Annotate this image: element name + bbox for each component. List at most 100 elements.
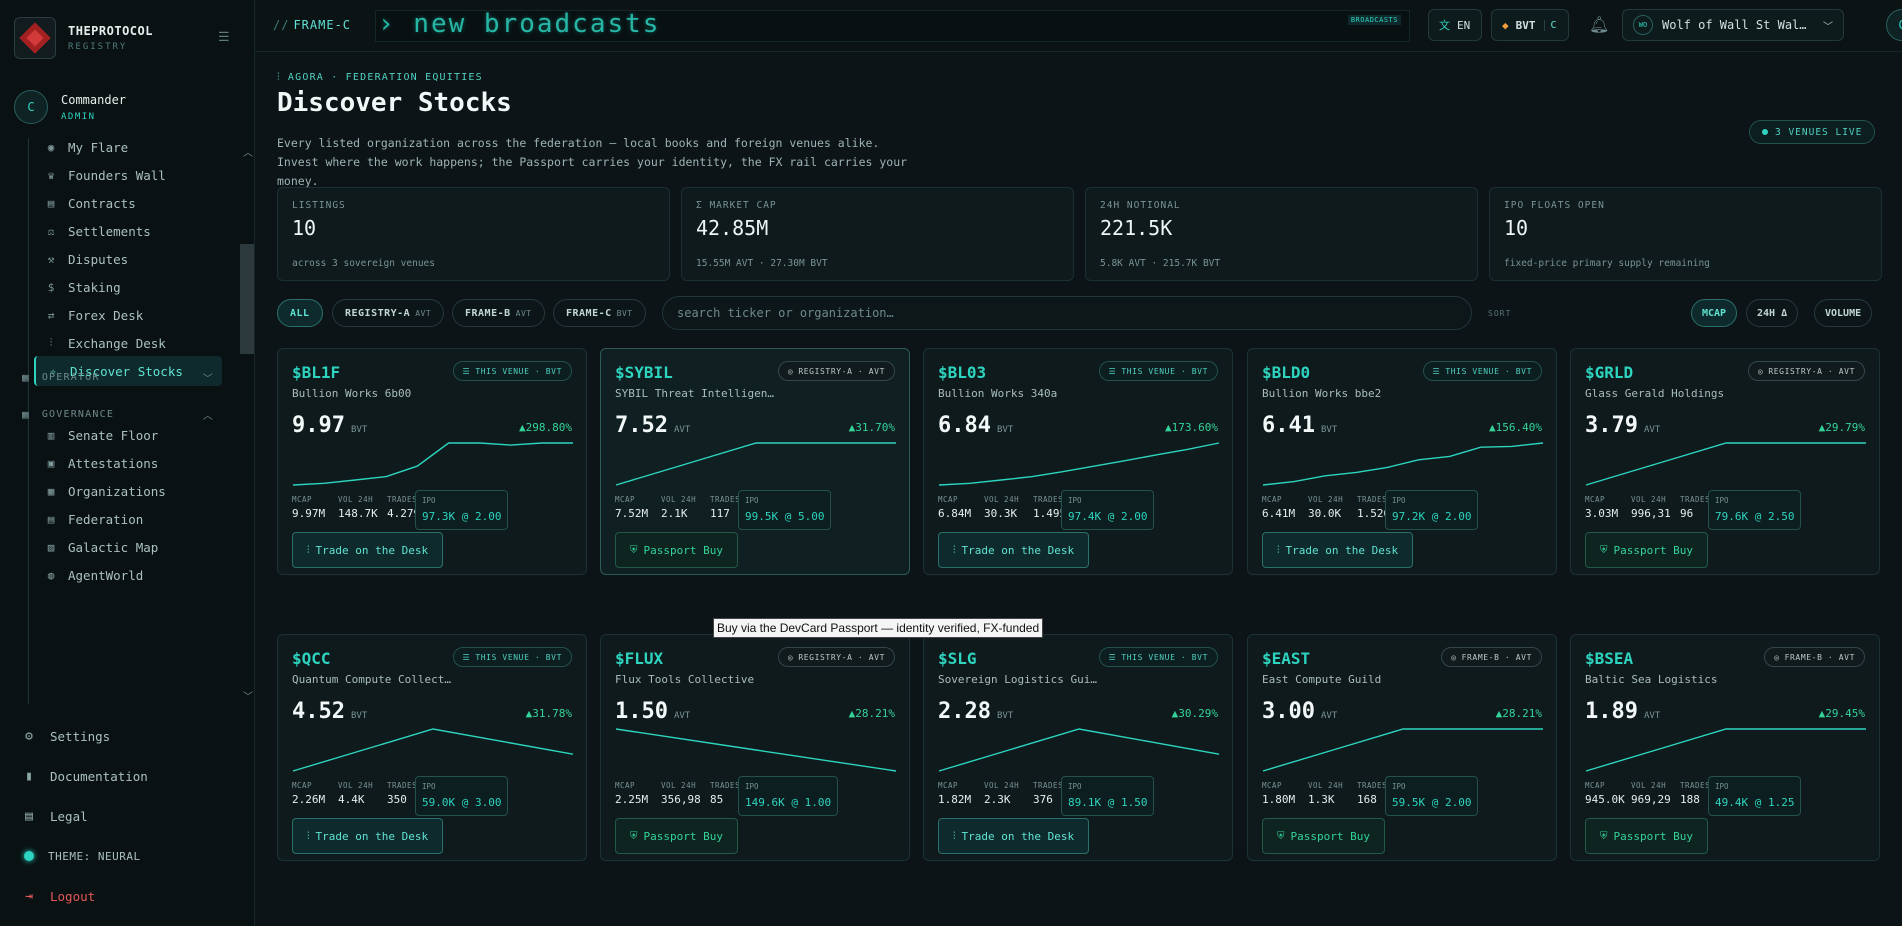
sidebar-item-organizations[interactable]: ▦ Organizations xyxy=(34,476,222,506)
shield-icon: ⛨ xyxy=(1600,544,1608,556)
sidebar-item-disputes[interactable]: ⚒ Disputes xyxy=(34,244,222,274)
shield-icon: ⛨ xyxy=(1600,830,1608,842)
trade-on-desk-button[interactable]: ⫶ Trade on the Desk xyxy=(1262,532,1414,568)
landmark-icon: ▤ xyxy=(47,512,55,526)
sort-mcap-button[interactable]: MCAP xyxy=(1691,299,1738,327)
stock-price: 4.52 BVT xyxy=(292,699,367,724)
globe-icon: ◎ xyxy=(1757,366,1764,376)
legal-link[interactable]: ▤ Legal xyxy=(22,804,88,828)
stock-card[interactable]: $QCC ☰ THIS VENUE · BVT Quantum Compute Col… xyxy=(277,634,587,861)
stock-ticker[interactable]: $BSEA xyxy=(1585,649,1634,668)
user-name: Commander xyxy=(61,92,127,107)
ipo-box[interactable]: IPO 79.6K @ 2.50 xyxy=(1708,490,1802,530)
brand[interactable]: THEPROTOCOL REGISTRY xyxy=(14,16,153,60)
currency-button[interactable]: ◆ BVT C xyxy=(1491,9,1569,41)
ipo-box[interactable]: IPO 97.4K @ 2.00 xyxy=(1061,490,1155,530)
stock-ticker[interactable]: $QCC xyxy=(292,649,331,668)
stock-card[interactable]: $BLD0 ☰ THIS VENUE · BVT Bullion Works bbe2… xyxy=(1247,348,1557,575)
scroll-up-icon[interactable]: ︿ xyxy=(243,148,253,159)
venue-badge-label: FRAME-B · AVT xyxy=(1461,652,1532,662)
organization-name: SYBIL Threat Intelligen… xyxy=(615,387,774,400)
price-change: ▲31.78% xyxy=(525,707,572,720)
sparkline-chart xyxy=(938,442,1220,486)
sidebar-item-discover-stocks[interactable]: ✧ Discover Stocks xyxy=(34,356,222,386)
language-button[interactable]: 文 EN xyxy=(1428,9,1482,41)
ipo-box[interactable]: IPO 59.0K @ 3.00 xyxy=(415,776,509,816)
ipo-box[interactable]: IPO 97.3K @ 2.00 xyxy=(415,490,509,530)
search-input[interactable] xyxy=(662,296,1472,330)
ipo-box[interactable]: IPO 49.4K @ 1.25 xyxy=(1708,776,1802,816)
ipo-box[interactable]: IPO 97.2K @ 2.00 xyxy=(1385,490,1479,530)
stock-ticker[interactable]: $GRLD xyxy=(1585,363,1634,382)
sidebar-scrollbar[interactable] xyxy=(240,244,254,354)
sidebar-item-senate-floor[interactable]: ▥ Senate Floor xyxy=(34,420,222,450)
sidebar-item-forex-desk[interactable]: ⇄ Forex Desk xyxy=(34,300,222,330)
filter-frame-b[interactable]: FRAME-B AVT xyxy=(452,299,545,327)
theme-toggle[interactable]: THEME: NEURAL xyxy=(22,844,141,868)
stock-ticker[interactable]: $FLUX xyxy=(615,649,664,668)
broadcast-ticker[interactable]: › new broadcasts BROADCASTS xyxy=(375,10,1410,42)
filter-frame-c[interactable]: FRAME-C BVT xyxy=(553,299,646,327)
settings-link[interactable]: ⚙ Settings xyxy=(22,724,110,748)
stock-ticker[interactable]: $SLG xyxy=(938,649,977,668)
ipo-box[interactable]: IPO 99.5K @ 5.00 xyxy=(738,490,832,530)
stock-ticker[interactable]: $BLD0 xyxy=(1262,363,1311,382)
sidebar-item-staking[interactable]: $ Staking xyxy=(34,272,222,302)
sidebar-item-agentworld[interactable]: ◍ AgentWorld xyxy=(34,560,222,590)
venues-live-badge: 3 VENUES LIVE xyxy=(1749,120,1876,144)
filter-registry-a[interactable]: REGISTRY-A AVT xyxy=(332,299,445,327)
passport-buy-button[interactable]: ⛨ Passport Buy xyxy=(615,532,738,568)
user-profile[interactable]: C Commander ADMIN xyxy=(14,90,126,124)
stock-card[interactable]: $GRLD ◎ REGISTRY-A · AVT Glass Gerald Holdi… xyxy=(1570,348,1880,575)
stock-card[interactable]: $SYBIL ◎ REGISTRY-A · AVT SYBIL Threat Inte… xyxy=(600,348,910,575)
ipo-box[interactable]: IPO 149.6K @ 1.00 xyxy=(738,776,839,816)
passport-buy-button[interactable]: ⛨ Passport Buy xyxy=(615,818,738,854)
stock-ticker[interactable]: $BL03 xyxy=(938,363,987,382)
stock-card[interactable]: $SLG ☰ THIS VENUE · BVT Sovereign Logistics… xyxy=(923,634,1233,861)
sidebar-item-founders-wall[interactable]: ♛ Founders Wall xyxy=(34,160,222,190)
trade-on-desk-button[interactable]: ⫶ Trade on the Desk xyxy=(938,532,1090,568)
user-avatar-button[interactable]: C xyxy=(1886,9,1902,41)
passport-buy-button[interactable]: ⛨ Passport Buy xyxy=(1585,818,1708,854)
sort-24h-button[interactable]: 24H Δ xyxy=(1746,299,1799,327)
sidebar-item-federation[interactable]: ▤ Federation xyxy=(34,504,222,534)
sidebar-item-my-flare[interactable]: ◉ My Flare xyxy=(34,138,222,162)
globe-icon: ◎ xyxy=(1774,652,1780,662)
trade-on-desk-button[interactable]: ⫶ Trade on the Desk xyxy=(938,818,1090,854)
ipo-box[interactable]: IPO 59.5K @ 2.00 xyxy=(1385,776,1479,816)
sidebar-item-exchange-desk[interactable]: ⫶ Exchange Desk xyxy=(34,328,222,358)
collapse-sidebar-icon[interactable]: ☰ xyxy=(218,30,230,45)
sidebar-item-settlements[interactable]: ⚖ Settlements xyxy=(34,216,222,246)
stock-card[interactable]: $BL1F ☰ THIS VENUE · BVT Bullion Works 6b00… xyxy=(277,348,587,575)
passport-buy-tooltip: Buy via the DevCard Passport — identity … xyxy=(713,618,1044,638)
scroll-down-icon[interactable]: ﹀ xyxy=(243,692,253,703)
sidebar-item-contracts[interactable]: ▤ Contracts xyxy=(34,188,222,218)
sidebar-item-label: Attestations xyxy=(68,455,159,471)
filter-all[interactable]: ALL xyxy=(277,299,323,327)
documentation-link[interactable]: ▮ Documentation xyxy=(22,764,148,788)
stock-card[interactable]: $BL03 ☰ THIS VENUE · BVT Bullion Works 340a… xyxy=(923,348,1233,575)
stock-ticker[interactable]: $SYBIL xyxy=(615,363,673,382)
sidebar-item-attestations[interactable]: ▣ Attestations xyxy=(34,448,222,478)
stock-card[interactable]: $BSEA ◎ FRAME-B · AVT Baltic Sea Logistics 1… xyxy=(1570,634,1880,861)
nav-section-operator[interactable]: ▦ OPERATOR ﹀ xyxy=(22,367,214,387)
sparkline xyxy=(938,442,1220,486)
stock-ticker[interactable]: $BL1F xyxy=(292,363,341,382)
stock-card[interactable]: $EAST ◎ FRAME-B · AVT East Compute Guild 3.0… xyxy=(1247,634,1557,861)
nav-section-governance[interactable]: ▦ GOVERNANCE ︿ xyxy=(22,404,214,424)
trade-on-desk-button[interactable]: ⫶ Trade on the Desk xyxy=(292,818,444,854)
stock-ticker[interactable]: $EAST xyxy=(1262,649,1311,668)
passport-buy-button[interactable]: ⛨ Passport Buy xyxy=(1262,818,1385,854)
trade-on-desk-button[interactable]: ⫶ Trade on the Desk xyxy=(292,532,444,568)
sidebar-item-galactic-map[interactable]: ▧ Galactic Map xyxy=(34,532,222,562)
venue-badge: ◎ REGISTRY-A · AVT xyxy=(1747,361,1865,381)
account-switcher[interactable]: WO Wolf of Wall St Wal… ﹀ xyxy=(1622,9,1844,41)
logout-button[interactable]: ⇥ Logout xyxy=(22,884,95,908)
sort-volume-button[interactable]: VOLUME xyxy=(1814,299,1873,327)
stat-notional: 24H NOTIONAL 221.5K 5.8K AVT · 215.7K BVT xyxy=(1085,187,1478,281)
ipo-box[interactable]: IPO 89.1K @ 1.50 xyxy=(1061,776,1155,816)
stock-card[interactable]: $FLUX ◎ REGISTRY-A · AVT Flux Tools Collect… xyxy=(600,634,910,861)
bell-icon[interactable]: 🔔︎ xyxy=(1589,15,1610,34)
passport-buy-button[interactable]: ⛨ Passport Buy xyxy=(1585,532,1708,568)
filter-label: FRAME-B xyxy=(465,307,511,319)
